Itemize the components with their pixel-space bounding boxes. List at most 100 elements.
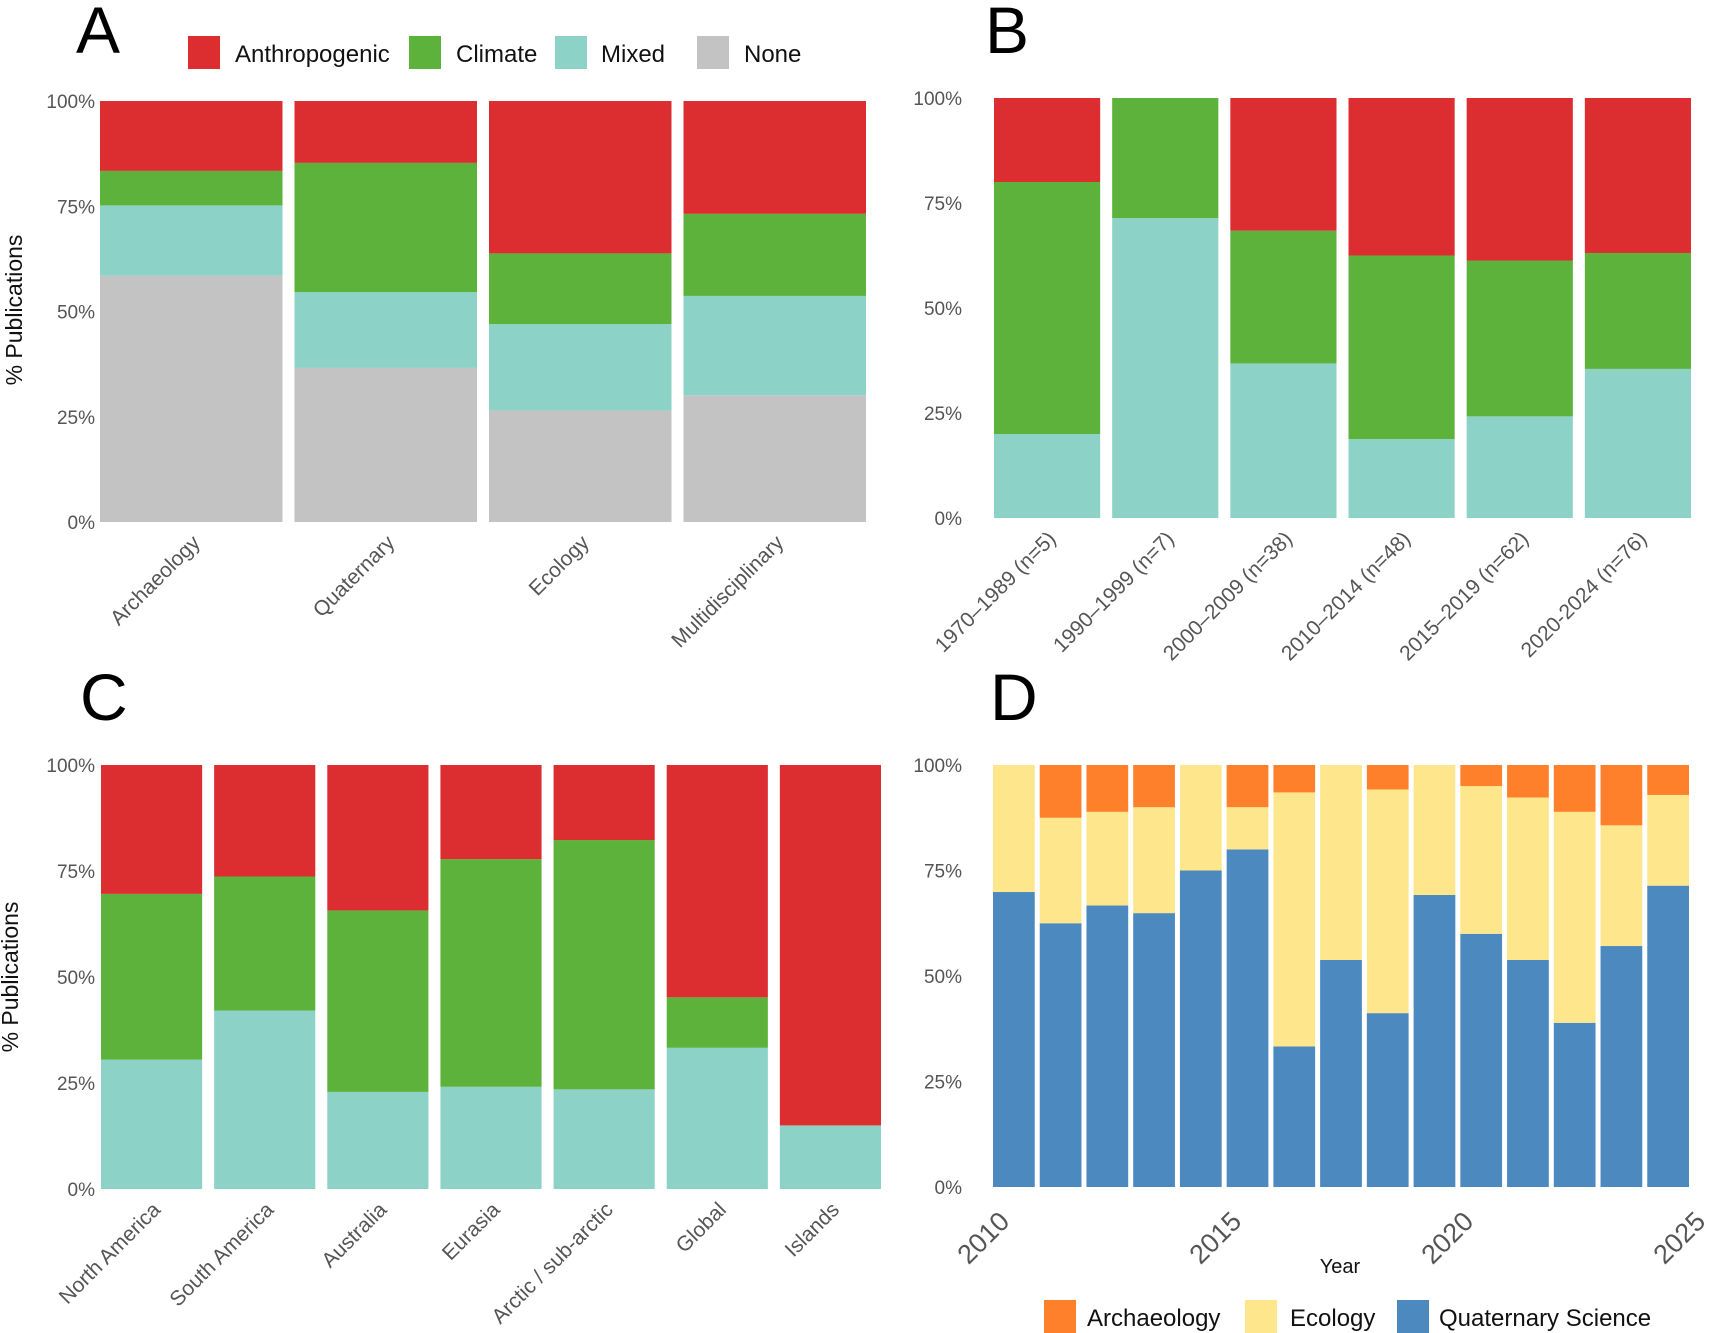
panel-d-bar-ecology-2010 (993, 765, 1035, 893)
panel-letter-b: B (985, 0, 1029, 67)
panel-c-bar-mixed-arctic-sub-arctic (553, 1089, 655, 1189)
panel-c-bar-mixed-south-america (214, 1010, 316, 1189)
panel-d-bar-archaeology-2021 (1507, 765, 1549, 798)
panel-a-bar-mixed-archaeology (100, 205, 283, 276)
panel-b-bar-anthropogenic-2000-2009-n-38 (1230, 98, 1337, 231)
panel-a-bar-climate-ecology (489, 253, 672, 325)
panel-d-y-tick-label: 50% (924, 967, 962, 988)
panel-c-bar-climate-north-america (101, 893, 203, 1060)
panel-b-bar-climate-2015-2019-n-62 (1466, 260, 1573, 417)
panel-a-x-tick-label: Quaternary (309, 531, 400, 622)
panel-d-bar-ecology-2016 (1273, 792, 1316, 1047)
panel-b-bar-climate-2010-2014-n-48 (1348, 255, 1455, 440)
panel-d-bar-quaternary-science-2013 (1133, 913, 1175, 1187)
panel-c-bar-climate-eurasia (440, 859, 542, 1087)
panel-a-y-tick-label: 50% (57, 303, 95, 324)
panel-b-bar-mixed-2020-2024-n-76 (1584, 368, 1691, 518)
panel-a-bar-mixed-ecology (489, 324, 672, 411)
panel-d-bar-quaternary-science-2022 (1553, 1022, 1596, 1187)
panel-b-bar-anthropogenic-2020-2024-n-76 (1584, 98, 1691, 253)
panel-a-bar-mixed-multidisciplinary (683, 295, 866, 396)
panel-c-bar-anthropogenic-islands (779, 765, 881, 1126)
panel-b-bar-climate-2000-2009-n-38 (1230, 230, 1337, 364)
panel-a-bar-anthropogenic-quaternary (294, 101, 477, 163)
panel-b-x-tick-label: 2010–2014 (n=48) (1277, 527, 1415, 665)
legend-label-anthropogenic: Anthropogenic (235, 41, 390, 68)
panel-c-bar-mixed-australia (327, 1091, 429, 1189)
panel-d-bar-quaternary-science-2017 (1320, 959, 1362, 1187)
panel-b-y-tick-label: 75% (924, 194, 962, 215)
panel-c-bar-anthropogenic-arctic-sub-arctic (553, 765, 655, 841)
panel-c-x-tick-label: Islands (781, 1198, 844, 1261)
panel-d-y-tick-label: 25% (924, 1073, 962, 1094)
legend-label-mixed: Mixed (601, 41, 665, 68)
legend-swatch-archaeology (1044, 1300, 1076, 1333)
panel-d-bar-archaeology-2018 (1366, 765, 1409, 790)
panel-a-bar-mixed-quaternary (294, 292, 477, 368)
panel-d-bar-archaeology-2016 (1273, 765, 1316, 793)
legend-label-quaternary-science: Quaternary Science (1439, 1305, 1651, 1332)
panel-b-bar-climate-1970-1989-n-5 (994, 182, 1101, 434)
panel-d-bar-archaeology-2022 (1553, 765, 1596, 812)
panel-a-x-tick-label: Multidisciplinary (667, 531, 788, 652)
panel-c-bar-anthropogenic-south-america (214, 765, 316, 877)
panel-d-bar-archaeology-2012 (1086, 765, 1129, 812)
panel-letter-d: D (990, 660, 1038, 734)
panel-c-bar-mixed-global (666, 1047, 768, 1189)
panel-d-bar-archaeology-2013 (1133, 765, 1175, 808)
panel-a-y-tick-label: 0% (68, 513, 96, 534)
panel-letter-c: C (80, 660, 128, 734)
legend-swatch-anthropogenic (188, 36, 220, 69)
panel-d-bar-archaeology-2020 (1460, 765, 1503, 787)
panel-d-bar-ecology-2012 (1086, 811, 1129, 906)
panel-c-bar-anthropogenic-north-america (101, 765, 203, 894)
panel-c-chart: 0% 25% 50% 75% 100% North America South Americ… (46, 756, 881, 1328)
panel-c-y-tick-label: 75% (57, 862, 95, 883)
panel-c-x-tick-label: Arctic / sub-arctic (488, 1198, 618, 1328)
panel-d-x-tick-label: 2015 (1184, 1206, 1248, 1270)
panel-b-y-tick-label: 25% (924, 404, 962, 425)
panel-b-bar-mixed-2015-2019-n-62 (1466, 416, 1573, 518)
legend-label-ecology: Ecology (1290, 1305, 1375, 1332)
panel-c-bar-mixed-islands (779, 1125, 881, 1189)
panel-d-bar-archaeology-2011 (1039, 765, 1082, 818)
panel-a-bar-anthropogenic-multidisciplinary (683, 101, 866, 214)
panel-b-x-tick-label: 2000–2009 (n=38) (1159, 527, 1297, 665)
panel-d-bar-ecology-2019 (1413, 765, 1456, 895)
panel-d-bar-quaternary-science-2018 (1366, 1013, 1409, 1187)
panel-c-x-tick-label: North America (55, 1198, 166, 1309)
panel-a-bar-none-quaternary (294, 367, 477, 522)
panel-d-bar-quaternary-science-2014 (1179, 870, 1222, 1187)
panel-d-bar-ecology-2014 (1179, 765, 1222, 871)
panel-a-x-tick-label: Archaeology (106, 531, 205, 630)
legend-swatch-ecology (1245, 1300, 1277, 1333)
legend-label-climate: Climate (456, 41, 537, 68)
panel-d-y-tick-label: 100% (913, 756, 962, 777)
panel-b-bar-climate-2020-2024-n-76 (1584, 252, 1691, 369)
panel-d-y-tick-label: 75% (924, 862, 962, 883)
panel-d-x-tick-label: 2010 (952, 1206, 1016, 1270)
panel-a-chart: 0% 25% 50% 75% 100% Archaeology Quaternary Ecol… (46, 92, 866, 652)
panel-d-bar-quaternary-science-2010 (993, 892, 1035, 1187)
panel-a-bar-climate-archaeology (100, 170, 283, 206)
panel-d-bar-ecology-2023 (1600, 825, 1643, 947)
panel-c-x-tick-label: Eurasia (438, 1198, 505, 1265)
panel-c-bar-climate-south-america (214, 876, 316, 1011)
panel-b-bar-mixed-2010-2014-n-48 (1348, 439, 1455, 518)
panel-d-bar-ecology-2018 (1366, 789, 1409, 1014)
panel-c-bar-mixed-eurasia (440, 1086, 542, 1189)
panel-a-x-tick-label: Ecology (525, 531, 594, 600)
panel-c-bar-climate-australia (327, 910, 429, 1092)
panel-d-bar-ecology-2011 (1039, 817, 1082, 924)
panel-a-bar-climate-quaternary (294, 162, 477, 293)
panel-d-y-tick-label: 0% (935, 1178, 963, 1199)
panel-b-bar-climate-1990-1999-n-7 (1112, 98, 1219, 219)
panel-a-y-tick-label: 75% (57, 197, 95, 218)
panel-d-bar-quaternary-science-2020 (1460, 933, 1503, 1187)
panel-d-bar-ecology-2020 (1460, 786, 1503, 934)
panel-d-bar-archaeology-2024 (1647, 765, 1689, 795)
panel-letter-a: A (76, 0, 120, 67)
legend-swatch-climate (409, 36, 441, 69)
panel-d-x-tick-label: 2020 (1416, 1206, 1480, 1270)
